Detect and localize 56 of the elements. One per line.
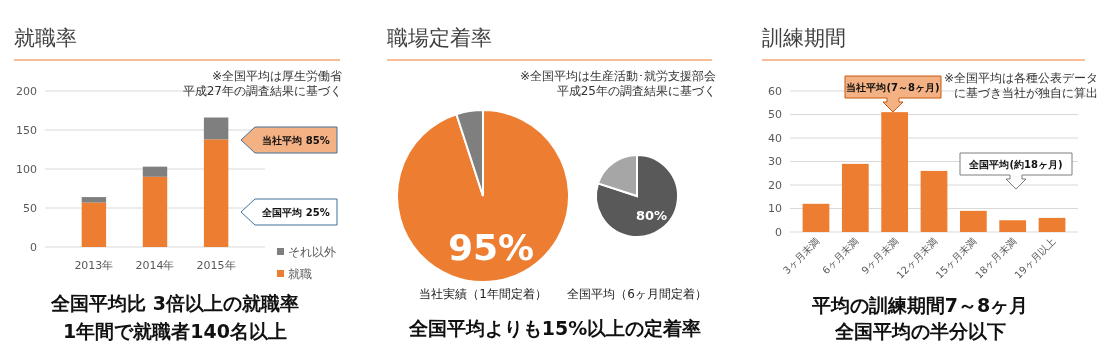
y-tick-label: 30 <box>768 155 782 169</box>
y-tick-label: 10 <box>768 202 782 216</box>
annotation: 当社平均(7～8ヶ月) <box>846 81 940 93</box>
chart-title: 訓練期間 <box>762 26 846 50</box>
bar <box>142 166 168 177</box>
bar <box>203 139 229 247</box>
annotation: 平成27年の調査結果に基づく <box>182 84 342 98</box>
text: 平成25年の調査結果に基づく <box>556 84 716 98</box>
y-tick-label: 50 <box>23 201 37 215</box>
annotation: 全国平均 25% <box>261 206 330 218</box>
bar <box>841 163 869 232</box>
text: 当社実績（1年間定着） <box>419 287 547 301</box>
text: ※全国平均は厚生労働省 <box>211 69 342 83</box>
y-tick-label: 100 <box>16 162 37 176</box>
bar <box>802 203 830 232</box>
y-tick-label: 60 <box>768 84 782 98</box>
x-tick-label: 2015年 <box>196 259 236 272</box>
x-tick-label: 2014年 <box>135 259 175 272</box>
y-tick-label: 50 <box>768 108 782 122</box>
legend-label: 就職 <box>288 267 312 282</box>
bar <box>999 220 1027 232</box>
pie-slice <box>595 154 679 238</box>
bar <box>142 176 168 247</box>
annotation: に基づき当社が独自に算出 <box>954 86 1098 100</box>
y-tick-label: 0 <box>775 225 782 239</box>
pie-slice <box>396 109 570 283</box>
y-tick-label: 200 <box>16 84 37 98</box>
bar <box>959 210 987 232</box>
x-tick-label: 6ヶ月未満 <box>820 235 861 277</box>
bar <box>920 170 948 232</box>
text: 全国平均比 3倍以上の就職率 <box>50 292 299 314</box>
bar <box>1038 217 1066 232</box>
text: 全国平均（6ヶ月間定着） <box>567 287 707 301</box>
text: ※全国平均は各種公表データ <box>943 71 1098 85</box>
y-tick-label: 0 <box>30 240 37 254</box>
y-tick-label: 150 <box>16 123 37 137</box>
legend-label: それ以外 <box>288 245 336 260</box>
text: 平均の訓練期間7～8ヶ月 <box>810 294 1029 316</box>
text: 全国平均よりも15%以上の定着率 <box>407 317 702 339</box>
chart-title: 就職率 <box>14 26 77 50</box>
annotation: 当社平均 85% <box>262 134 330 146</box>
y-tick-label: 40 <box>768 131 782 145</box>
data-label: 95% <box>447 226 535 268</box>
y-tick-label: 20 <box>768 178 782 192</box>
bar <box>881 112 909 232</box>
text: 全国平均の半分以下 <box>833 320 1006 342</box>
text: ※全国平均は生産活動･就労支援部会 <box>519 69 716 83</box>
x-tick-label: 2013年 <box>74 259 114 272</box>
annotation: 全国平均(約18ヶ月) <box>968 158 1063 170</box>
x-tick-label: 3ヶ月未満 <box>780 235 822 277</box>
chart-title: 職場定着率 <box>387 26 492 50</box>
text: 1年間で就職者140名以上 <box>63 320 287 342</box>
data-label: 80% <box>635 208 668 224</box>
bar <box>203 117 229 140</box>
bar <box>81 197 107 203</box>
bar <box>81 202 107 247</box>
